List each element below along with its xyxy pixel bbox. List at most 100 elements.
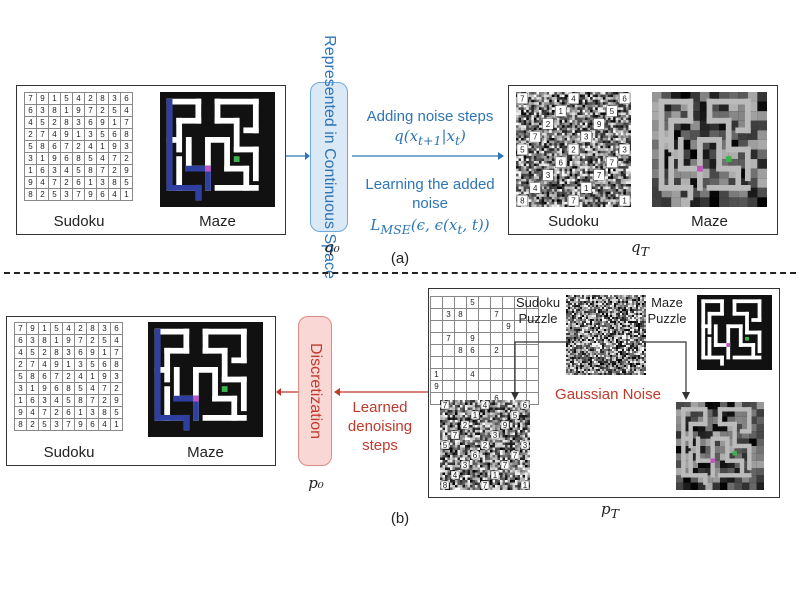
sudoku-cell: 7 bbox=[27, 359, 39, 371]
maze-goal-marker bbox=[222, 386, 228, 392]
sudoku-cell: 4 bbox=[75, 371, 87, 383]
p0-label: p₀ bbox=[302, 474, 330, 492]
sudoku-cell: 9 bbox=[37, 93, 49, 105]
arrow-noise-to-maze bbox=[640, 340, 696, 400]
sudoku-cell: 6 bbox=[111, 323, 123, 335]
maze-label-top: Maze bbox=[160, 213, 275, 230]
sudoku-cell: 2 bbox=[87, 335, 99, 347]
noisy-sudoku-digit: 2 bbox=[463, 421, 468, 430]
sudoku-cell bbox=[479, 345, 491, 357]
sudoku-cell bbox=[443, 297, 455, 309]
noisy-sudoku-digit: 7 bbox=[571, 197, 576, 206]
sudoku-cell: 4 bbox=[87, 383, 99, 395]
sudoku-cell: 6 bbox=[39, 371, 51, 383]
sudoku-cell: 6 bbox=[85, 117, 97, 129]
noisy-sudoku-digit: 2 bbox=[546, 120, 551, 129]
sudoku-cell bbox=[467, 309, 479, 321]
sudoku-cell: 3 bbox=[87, 407, 99, 419]
sudoku-cell bbox=[491, 321, 503, 333]
sudoku-cell bbox=[455, 333, 467, 345]
noisy-sudoku-digit: 5 bbox=[443, 441, 448, 450]
maze-goal-marker bbox=[732, 451, 736, 455]
sudoku-cell bbox=[467, 321, 479, 333]
noisy-sudoku-digit: 2 bbox=[571, 146, 576, 155]
sudoku-cell: 1 bbox=[431, 369, 443, 381]
sudoku-cell: 8 bbox=[15, 419, 27, 431]
noisy-sudoku-digit: 6 bbox=[523, 401, 528, 410]
maze-goal-marker bbox=[726, 156, 732, 162]
sudoku-cell: 6 bbox=[97, 189, 109, 201]
maze-goal-marker bbox=[745, 337, 749, 341]
sudoku-cell: 6 bbox=[37, 165, 49, 177]
sudoku-cell: 1 bbox=[39, 323, 51, 335]
arrow-to-continuous bbox=[286, 150, 310, 162]
noisy-sudoku-digit: 7 bbox=[533, 133, 538, 142]
sudoku-cell: 3 bbox=[51, 419, 63, 431]
sudoku-cell: 6 bbox=[109, 129, 121, 141]
sudoku-cell: 4 bbox=[97, 153, 109, 165]
sudoku-cell: 5 bbox=[467, 297, 479, 309]
sudoku-cell: 1 bbox=[109, 117, 121, 129]
maze-start-marker bbox=[697, 166, 703, 172]
sudoku-cell: 7 bbox=[111, 347, 123, 359]
sudoku-cell: 3 bbox=[15, 383, 27, 395]
sudoku-cell: 3 bbox=[25, 153, 37, 165]
sudoku-cell: 1 bbox=[15, 395, 27, 407]
sudoku-cell: 4 bbox=[49, 129, 61, 141]
sudoku-cell: 1 bbox=[51, 335, 63, 347]
sudoku-cell: 9 bbox=[15, 407, 27, 419]
sudoku-cell: 5 bbox=[87, 359, 99, 371]
sudoku-cell: 1 bbox=[25, 165, 37, 177]
sudoku-cell: 5 bbox=[49, 189, 61, 201]
noisy-sudoku-digit: 3 bbox=[523, 441, 528, 450]
noisy-sudoku-digit: 3 bbox=[493, 431, 498, 440]
sudoku-cell: 7 bbox=[121, 117, 133, 129]
sudoku-cell bbox=[491, 369, 503, 381]
sudoku-cell: 6 bbox=[61, 153, 73, 165]
sudoku-cell: 1 bbox=[73, 129, 85, 141]
sudoku-cell bbox=[431, 321, 443, 333]
sudoku-cell bbox=[479, 297, 491, 309]
sudoku-cell: 6 bbox=[467, 345, 479, 357]
sudoku-cell: 9 bbox=[121, 165, 133, 177]
sudoku-cell: 5 bbox=[37, 117, 49, 129]
sudoku-cell: 3 bbox=[49, 165, 61, 177]
sudoku-cell: 5 bbox=[61, 93, 73, 105]
sudoku-cell: 5 bbox=[25, 141, 37, 153]
sudoku-cell: 2 bbox=[85, 93, 97, 105]
sudoku-cell: 9 bbox=[87, 347, 99, 359]
sudoku-cell: 1 bbox=[97, 141, 109, 153]
sudoku-cell: 8 bbox=[455, 309, 467, 321]
noisy-sudoku-digit: 5 bbox=[520, 146, 525, 155]
sudoku-cell: 3 bbox=[39, 395, 51, 407]
arrow-forward bbox=[352, 150, 504, 162]
sudoku-cell: 7 bbox=[61, 141, 73, 153]
learned-steps-label: Learned denoising steps bbox=[340, 398, 420, 455]
sudoku-cell: 2 bbox=[75, 323, 87, 335]
maze-solution-bottom bbox=[148, 322, 263, 437]
noisy-maze-label: Maze bbox=[652, 213, 767, 230]
sudoku-cell: 7 bbox=[443, 333, 455, 345]
sudoku-cell bbox=[431, 309, 443, 321]
sudoku-cell: 9 bbox=[51, 359, 63, 371]
sudoku-cell: 5 bbox=[111, 407, 123, 419]
sudoku-cell: 6 bbox=[75, 347, 87, 359]
sudoku-cell bbox=[431, 345, 443, 357]
sudoku-cell: 1 bbox=[75, 407, 87, 419]
sudoku-cell: 4 bbox=[85, 141, 97, 153]
qT-label: qT bbox=[620, 238, 660, 259]
sudoku-cell: 7 bbox=[85, 105, 97, 117]
sudoku-cell: 6 bbox=[51, 383, 63, 395]
forward-formula: q(xt+1|xt) bbox=[355, 127, 505, 148]
noisy-sudoku-digit: 6 bbox=[473, 451, 478, 460]
sudoku-cell bbox=[479, 381, 491, 393]
sudoku-cell: 2 bbox=[15, 359, 27, 371]
sudoku-cell: 9 bbox=[73, 105, 85, 117]
sudoku-cell bbox=[491, 333, 503, 345]
noisy-sudoku-digit: 3 bbox=[584, 133, 589, 142]
sudoku-cell: 3 bbox=[97, 177, 109, 189]
sudoku-cell: 8 bbox=[75, 395, 87, 407]
sudoku-cell: 1 bbox=[87, 371, 99, 383]
sudoku-cell: 9 bbox=[49, 153, 61, 165]
sudoku-cell: 2 bbox=[63, 371, 75, 383]
